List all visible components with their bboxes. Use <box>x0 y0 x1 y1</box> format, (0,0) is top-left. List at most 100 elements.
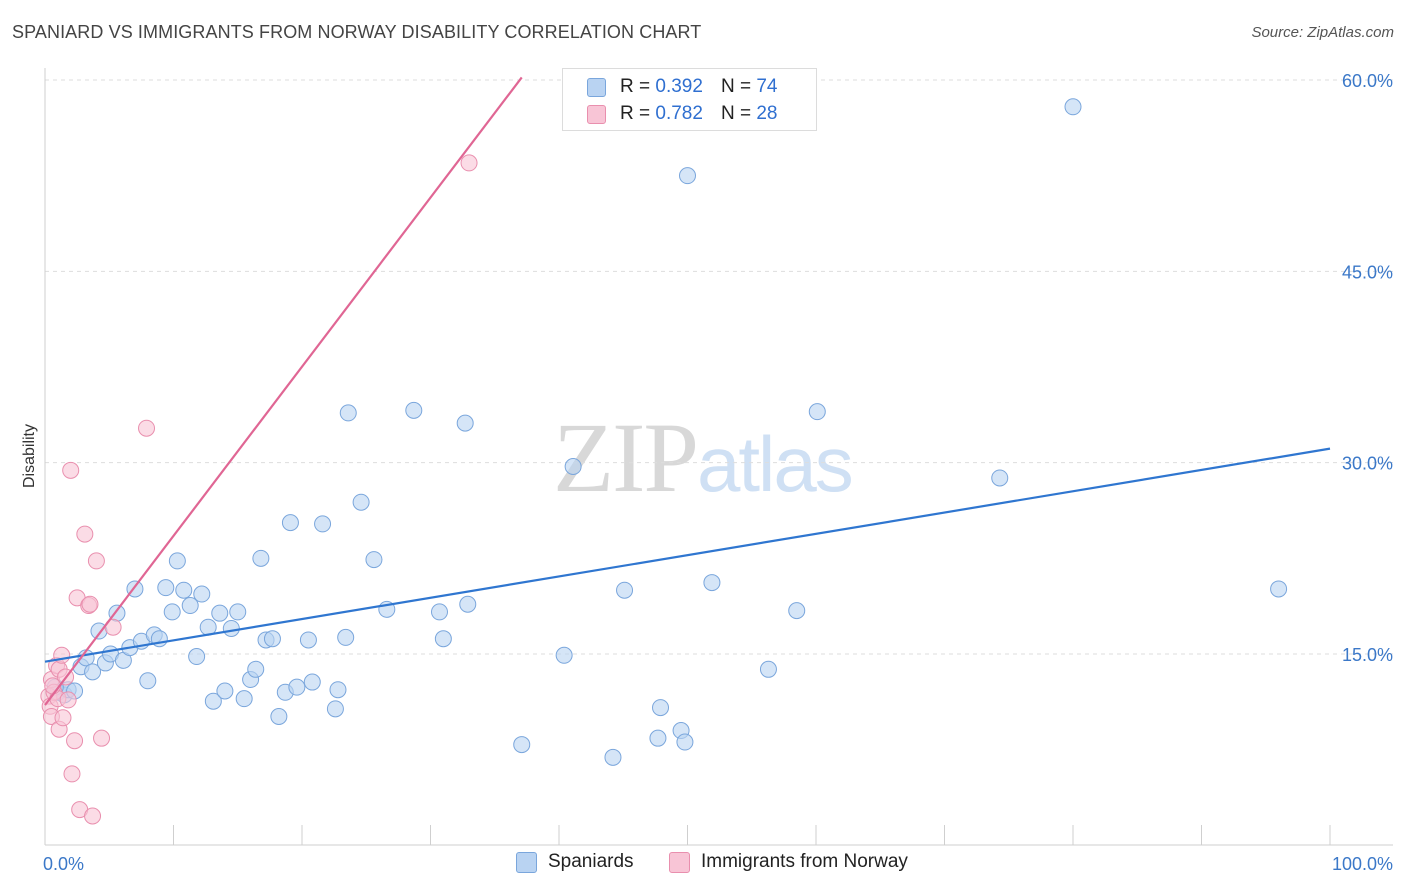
point-norway <box>66 732 84 750</box>
x-tick-label-min: 0.0% <box>43 854 84 874</box>
point-spaniards <box>188 648 206 666</box>
point-spaniards <box>555 646 573 664</box>
point-spaniards <box>288 678 306 696</box>
axes <box>44 68 1393 846</box>
point-spaniards <box>434 630 452 648</box>
point-norway <box>62 461 80 479</box>
x-tick-label-max: 100.0% <box>1332 854 1393 874</box>
point-norway <box>460 154 478 172</box>
legend-item-norway[interactable]: Immigrants from Norway <box>669 851 908 873</box>
y-tick-labels: 15.0% 30.0% 45.0% 60.0% <box>1342 71 1393 665</box>
point-spaniards <box>229 603 247 621</box>
legend-n-value-spaniards: 74 <box>756 76 778 97</box>
point-spaniards <box>216 682 234 700</box>
trend-lines <box>44 76 1331 706</box>
legend-swatch-norway <box>587 104 606 124</box>
point-spaniards <box>314 515 332 533</box>
watermark: ZIPatlas <box>553 400 854 515</box>
point-spaniards <box>405 401 423 419</box>
legend-label-norway: Immigrants from Norway <box>701 851 908 872</box>
series-legend: Spaniards Immigrants from Norway <box>0 851 1406 877</box>
point-spaniards <box>430 603 448 621</box>
point-spaniards <box>808 403 826 421</box>
point-norway <box>59 691 77 709</box>
point-spaniards <box>168 552 186 570</box>
point-spaniards <box>263 630 281 648</box>
point-spaniards <box>329 681 347 699</box>
legend-r-label: R = <box>620 76 651 97</box>
point-spaniards <box>337 628 355 646</box>
point-spaniards <box>181 597 199 615</box>
point-spaniards <box>788 602 806 620</box>
point-spaniards <box>193 585 211 603</box>
point-spaniards <box>235 690 253 708</box>
legend-row-spaniards: R = 0.392 N = 74 <box>587 75 777 99</box>
point-norway <box>138 419 156 437</box>
legend-item-spaniards[interactable]: Spaniards <box>516 851 634 873</box>
point-spaniards <box>679 167 696 185</box>
point-spaniards <box>604 748 622 766</box>
point-spaniards <box>270 708 288 726</box>
point-norway <box>87 552 105 570</box>
point-spaniards <box>222 619 240 637</box>
y-tick-label: 30.0% <box>1342 454 1393 474</box>
legend-n-label: N = <box>720 76 752 97</box>
point-spaniards <box>1270 580 1288 598</box>
legend-swatch-spaniards <box>587 77 606 97</box>
point-spaniards <box>352 493 370 511</box>
point-norway <box>54 709 72 727</box>
point-spaniards <box>281 514 299 532</box>
point-spaniards <box>299 631 317 649</box>
point-spaniards <box>991 469 1009 487</box>
trend-line-norway <box>44 76 523 706</box>
point-spaniards <box>326 700 344 718</box>
legend-swatch-spaniards <box>516 851 537 873</box>
point-spaniards <box>175 581 193 599</box>
y-tick-label: 45.0% <box>1342 262 1393 282</box>
trend-line-spaniards <box>44 447 1331 663</box>
legend-row-norway: R = 0.782 N = 28 <box>587 102 777 126</box>
point-norway <box>76 525 94 543</box>
point-spaniards <box>247 660 265 678</box>
watermark-atlas: atlas <box>697 420 854 508</box>
legend-label-spaniards: Spaniards <box>548 851 634 872</box>
legend-n-label: N = <box>720 103 752 124</box>
y-tick-label: 60.0% <box>1342 71 1393 91</box>
point-spaniards <box>676 733 694 751</box>
point-spaniards <box>616 581 634 599</box>
point-spaniards <box>211 604 229 622</box>
point-spaniards <box>303 673 321 691</box>
point-spaniards <box>204 692 222 710</box>
legend-r-label: R = <box>620 103 651 124</box>
point-spaniards <box>84 663 102 681</box>
series-spaniards <box>46 98 1288 766</box>
point-norway <box>93 729 111 747</box>
legend-n-value-norway: 28 <box>756 103 778 124</box>
legend-r-value-norway: 0.782 <box>655 103 703 124</box>
x-ticks <box>173 825 1331 845</box>
point-spaniards <box>339 404 357 422</box>
legend-swatch-norway <box>669 851 690 873</box>
point-spaniards <box>163 603 181 621</box>
point-spaniards <box>649 729 667 747</box>
point-norway <box>81 595 99 613</box>
point-spaniards <box>456 414 474 432</box>
correlation-legend: R = 0.392 N = 74 R = 0.782 N = 28 <box>562 68 817 131</box>
point-spaniards <box>157 579 175 597</box>
chart-title: SPANIARD VS IMMIGRANTS FROM NORWAY DISAB… <box>12 22 702 42</box>
point-spaniards <box>564 457 582 475</box>
grid-lines <box>45 79 1393 655</box>
point-spaniards <box>703 574 721 592</box>
watermark-zip: ZIP <box>553 402 699 513</box>
point-norway <box>63 765 81 783</box>
legend-r-value-spaniards: 0.392 <box>655 76 703 97</box>
series-norway <box>40 154 478 825</box>
y-axis-label: Disability <box>21 424 38 488</box>
point-norway <box>84 807 102 825</box>
point-spaniards <box>513 736 531 754</box>
point-spaniards <box>459 595 477 613</box>
point-spaniards <box>1064 98 1082 116</box>
point-spaniards <box>139 672 157 690</box>
point-spaniards <box>759 660 777 678</box>
